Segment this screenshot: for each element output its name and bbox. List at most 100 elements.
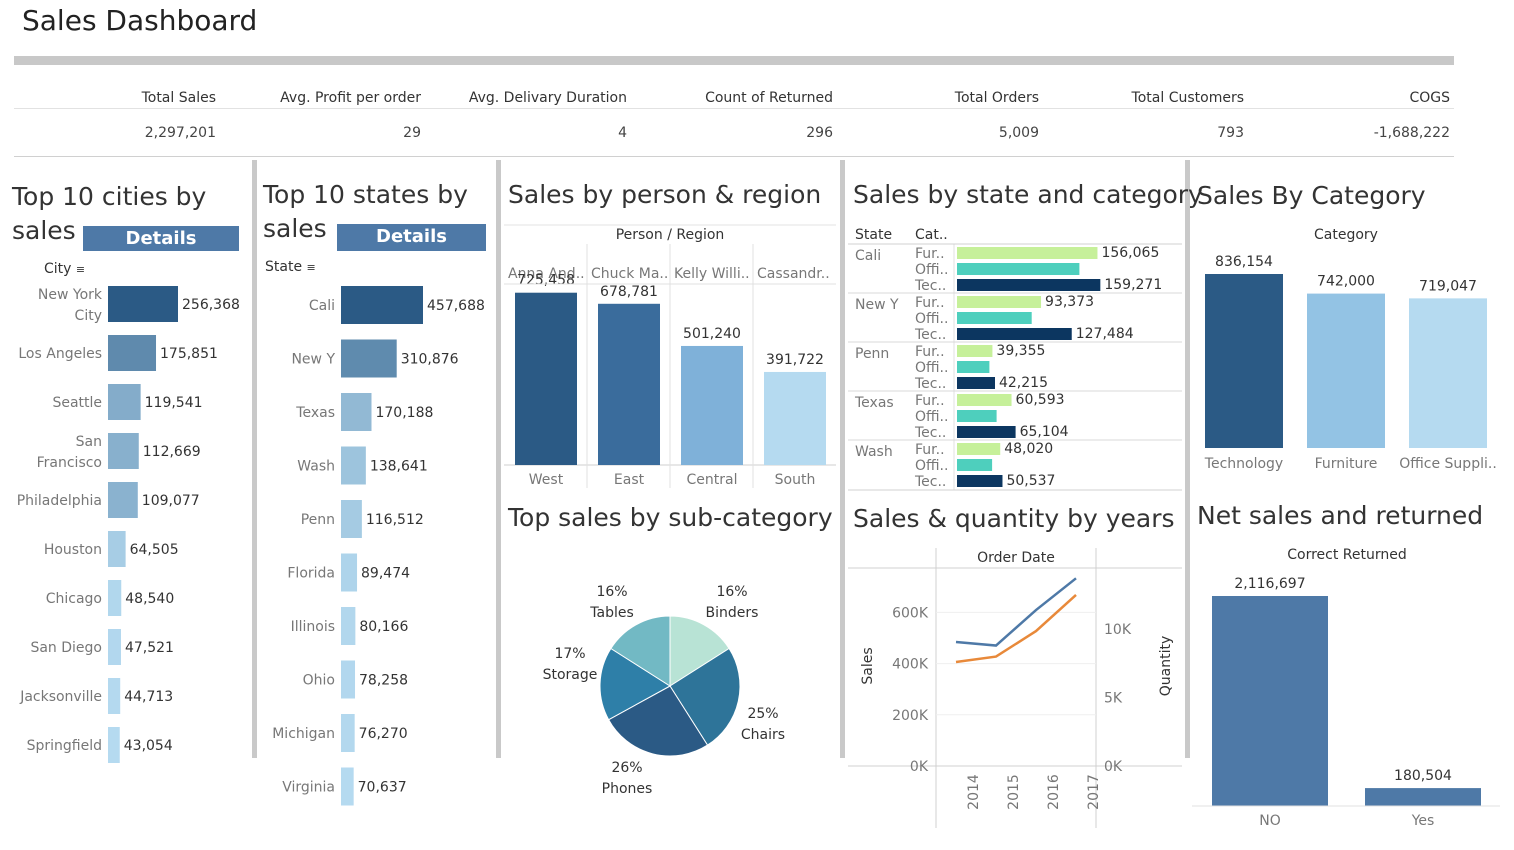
bar-value-label: 156,065 bbox=[1101, 245, 1159, 261]
kpi-cogs-value: -1,688,222 bbox=[1373, 125, 1450, 141]
pie-slice bbox=[669, 615, 730, 687]
person-region-header: Person / Region bbox=[616, 227, 725, 243]
category-label: Technology bbox=[1204, 456, 1283, 472]
cities-details-button[interactable]: Details bbox=[83, 226, 239, 251]
bar bbox=[108, 433, 139, 469]
region-label: West bbox=[529, 472, 564, 488]
category-label: Tec.. bbox=[914, 474, 946, 490]
kpi-cogs-label: COGS bbox=[1409, 90, 1450, 106]
y2-axis-label: Quantity bbox=[1158, 636, 1174, 697]
bar bbox=[681, 345, 743, 465]
category-label: Francisco bbox=[37, 455, 102, 471]
y2-tick-label: 0K bbox=[1104, 759, 1123, 775]
category-label: Ohio bbox=[303, 673, 335, 689]
cities-bar-chart: 256,368 New York City 175,851 Los Angeles 119… bbox=[17, 286, 240, 763]
bar-value-label: 65,104 bbox=[1020, 424, 1069, 440]
bar bbox=[108, 384, 141, 420]
dashboard-title: Sales Dashboard bbox=[22, 4, 258, 37]
bar-value-label: 60,593 bbox=[1016, 392, 1065, 408]
bar-value-label: 39,355 bbox=[996, 343, 1045, 359]
category-label: Houston bbox=[44, 542, 102, 558]
bar bbox=[108, 482, 138, 518]
city-header-label: City bbox=[44, 261, 72, 277]
bar-value-label: 159,271 bbox=[1104, 277, 1162, 293]
y-tick-label: 0K bbox=[910, 759, 929, 775]
bar-value-label: 47,521 bbox=[125, 640, 174, 656]
bar bbox=[957, 426, 1016, 438]
kpi-bottom-rule bbox=[14, 156, 1454, 157]
region-label: East bbox=[614, 472, 645, 488]
slice-name-label: Binders bbox=[706, 605, 759, 621]
returned-panel-title: Net sales and returned bbox=[1197, 501, 1484, 530]
bar bbox=[341, 553, 358, 592]
category-label: New York bbox=[38, 287, 103, 303]
bar-value-label: 48,540 bbox=[125, 591, 174, 607]
subcategory-panel-title: Top sales by sub-category bbox=[508, 503, 833, 532]
panel-divider bbox=[252, 160, 257, 758]
bar-value-label: 70,637 bbox=[358, 780, 407, 796]
bar bbox=[1307, 293, 1385, 448]
bar bbox=[957, 345, 993, 357]
cities-panel-title: Top 10 cities by sales bbox=[12, 182, 207, 245]
bar-value-label: 836,154 bbox=[1215, 254, 1273, 270]
x-tick-label: 2016 bbox=[1046, 774, 1062, 810]
person-region-panel-title: Sales by person & region bbox=[508, 180, 822, 209]
person-region-chart: Person / Region Anna And..725,458 West Chuc… bbox=[504, 224, 836, 488]
category-label: Offi.. bbox=[915, 311, 948, 327]
bar bbox=[957, 328, 1072, 340]
kpi-returned-label: Count of Returned bbox=[705, 90, 833, 106]
bar bbox=[341, 446, 366, 485]
state-label: Texas bbox=[854, 395, 894, 411]
category-label: Fur.. bbox=[915, 246, 945, 262]
kpi-orders-label: Total Orders bbox=[954, 90, 1039, 106]
sort-descending-icon: ≡ bbox=[75, 263, 86, 276]
bar bbox=[341, 286, 423, 324]
category-label: Offi.. bbox=[915, 409, 948, 425]
state-label: Wash bbox=[855, 444, 893, 460]
y-tick-label: 400K bbox=[892, 657, 929, 673]
category-label: Tec.. bbox=[914, 425, 946, 441]
bar-value-label: 127,484 bbox=[1076, 326, 1134, 342]
bar-value-label: 76,270 bbox=[359, 726, 408, 742]
category-label: Wash bbox=[297, 459, 335, 475]
states-dimension-header[interactable]: State ≡ bbox=[265, 259, 316, 275]
category-label: Fur.. bbox=[915, 295, 945, 311]
bar bbox=[108, 629, 121, 665]
bar bbox=[957, 312, 1032, 324]
bar-value-label: 678,781 bbox=[600, 284, 658, 300]
bar-value-label: 48,020 bbox=[1004, 441, 1053, 457]
bar-value-label: 43,054 bbox=[124, 738, 173, 754]
kpi-total-sales-value: 2,297,201 bbox=[144, 125, 216, 141]
bar bbox=[341, 767, 354, 806]
bar bbox=[957, 361, 990, 373]
cities-dimension-header[interactable]: City ≡ bbox=[44, 261, 85, 277]
bar-value-label: 116,512 bbox=[366, 512, 424, 528]
y-tick-label: 200K bbox=[892, 708, 929, 724]
bar bbox=[957, 247, 1098, 259]
bar bbox=[957, 296, 1042, 308]
category-label: Springfield bbox=[27, 738, 102, 754]
pie-slice bbox=[610, 615, 671, 687]
person-label: Cassandr.. bbox=[757, 266, 830, 282]
bar bbox=[341, 393, 372, 431]
title-divider-bar bbox=[14, 56, 1454, 65]
category-label: Florida bbox=[287, 566, 335, 582]
slice-percent-label: 25% bbox=[747, 706, 778, 722]
bar-value-label: 501,240 bbox=[683, 326, 741, 342]
category-label: Offi.. bbox=[915, 360, 948, 376]
bar bbox=[341, 500, 362, 538]
bar bbox=[957, 475, 1003, 487]
x-tick-label: 2015 bbox=[1006, 774, 1022, 810]
states-details-button[interactable]: Details bbox=[337, 224, 486, 251]
bar-value-label: 2,116,697 bbox=[1234, 576, 1305, 592]
bar bbox=[1409, 298, 1487, 448]
bar-value-label: 64,505 bbox=[130, 542, 179, 558]
state-category-panel-title: Sales by state and category bbox=[853, 180, 1203, 209]
category-label: Illinois bbox=[291, 619, 335, 635]
bar bbox=[1365, 788, 1481, 806]
category-label: NO bbox=[1259, 813, 1281, 829]
kpi-orders-value: 5,009 bbox=[998, 125, 1039, 141]
bar-value-label: 310,876 bbox=[401, 352, 459, 368]
category-label: Fur.. bbox=[915, 442, 945, 458]
bar bbox=[957, 443, 1001, 455]
